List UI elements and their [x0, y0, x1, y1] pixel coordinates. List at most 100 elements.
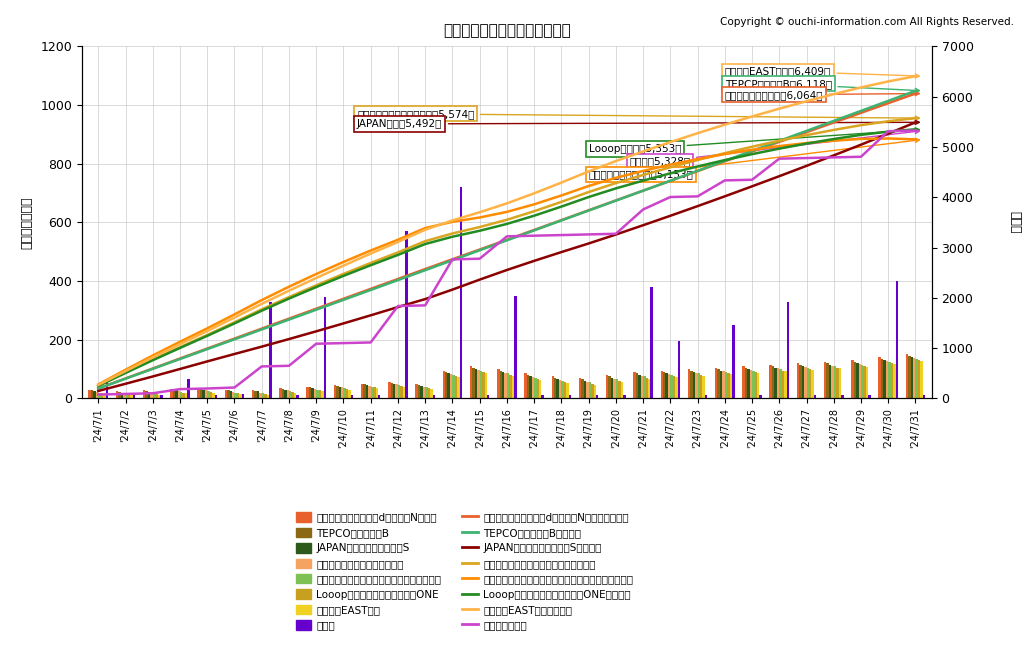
TEPCO：従量電灯B（累積）: [855, 107, 867, 115]
Bar: [257, 391, 259, 398]
Bar: [884, 361, 886, 398]
TEPCO：従量電灯B（累積）: [228, 335, 241, 343]
TEPCO：従量電灯B（累積）: [555, 216, 567, 224]
シン・エナジー：きほんプラン（累積）: [583, 188, 595, 196]
Looopでんき：スマートタイムONE（累積）: [665, 169, 677, 177]
Y-axis label: 電気料金［円］: 電気料金［円］: [20, 196, 34, 249]
タダ電（累積）: [501, 232, 513, 240]
TEPCO：従量電灯B（累積）: [310, 305, 323, 313]
Text: Looopでんき：5,353円: Looopでんき：5,353円: [589, 127, 920, 154]
タダ電（累積）: [773, 155, 785, 163]
Bar: [173, 390, 175, 398]
Bar: [755, 372, 757, 398]
Bar: [187, 379, 189, 398]
Bar: [416, 384, 418, 398]
JAPAN電力：くらしプランS（累積）: [174, 365, 186, 373]
Bar: [343, 388, 346, 398]
Bar: [529, 376, 531, 398]
シン・エナジー：【夜】生活フィットプラン（累積）: [609, 174, 622, 182]
よかエネEAST電灯（累積）: [773, 105, 785, 113]
シン・エナジー：きほんプラン（累積）: [392, 248, 404, 256]
よかエネEAST電灯（累積）: [337, 262, 349, 270]
シン・エナジー：きほんプラン（累積）: [719, 149, 731, 157]
シン・エナジー：【夜】生活フィットプラン（累積）: [337, 258, 349, 266]
Bar: [254, 391, 257, 398]
Bar: [180, 392, 182, 398]
JAPAN電力：くらしプランS（累積）: [392, 303, 404, 311]
Bar: [470, 366, 472, 398]
Bar: [851, 361, 854, 398]
JAPAN電力：くらしプランS（累積）: [446, 286, 459, 293]
TEPCO：従量電灯B（累積）: [365, 286, 377, 294]
Bar: [423, 386, 425, 398]
Bar: [715, 368, 718, 398]
Bar: [564, 382, 566, 398]
TEPCO：従量電灯B（累積）: [337, 296, 349, 304]
よかエネEAST電灯（累積）: [501, 199, 513, 207]
Bar: [624, 396, 626, 398]
JAPAN電力：くらしプランS（累積）: [609, 230, 622, 238]
シン・エナジー：きほんプラン（累積）: [827, 126, 840, 134]
Bar: [294, 392, 296, 398]
Line: よかエネEAST電灯（累積）: よかエネEAST電灯（累積）: [98, 76, 915, 385]
Bar: [430, 389, 432, 398]
Bar: [428, 388, 430, 398]
Bar: [447, 373, 450, 398]
Bar: [804, 367, 807, 398]
JAPAN電力：くらしプランS（累積）: [256, 343, 268, 351]
Bar: [826, 363, 828, 398]
TEPCO：従量電灯B（累積）: [609, 197, 622, 205]
Bar: [797, 363, 799, 398]
Text: タダ電：5,328円: タダ電：5,328円: [630, 129, 920, 167]
JAPAN電力：くらしプランS（累積）: [855, 141, 867, 149]
シン・エナジー：【夜】生活フィットプラン（累積）: [555, 191, 567, 199]
Bar: [324, 297, 326, 398]
Bar: [160, 396, 163, 398]
Bar: [633, 372, 636, 398]
タダ電（累積）: [446, 256, 459, 264]
JAPAN電力：くらしプランS（累積）: [473, 276, 485, 284]
九電みらいエナジー：dポイントNプラン（累積）: [446, 255, 459, 263]
TEPCO：従量電灯B（累積）: [120, 374, 132, 382]
TEPCO：従量電灯B（累積）: [446, 256, 459, 264]
Bar: [671, 375, 673, 398]
TEPCO：従量電灯B（累積）: [909, 87, 922, 95]
TEPCO：従量電灯B（累積）: [201, 345, 213, 353]
JAPAN電力：くらしプランS（累積）: [773, 172, 785, 180]
TEPCO：従量電灯B（累積）: [773, 137, 785, 145]
シン・エナジー：きほんプラン（累積）: [745, 143, 758, 151]
Text: 九電みらいエナジー：6,064円: 九電みらいエナジー：6,064円: [725, 90, 920, 100]
Bar: [351, 396, 353, 398]
Bar: [91, 390, 93, 398]
Bar: [613, 378, 615, 398]
Bar: [915, 359, 918, 398]
九電みらいエナジー：dポイントNプラン（累積）: [392, 275, 404, 283]
Bar: [373, 387, 376, 398]
Looopでんき：スマートタイムONE（累積）: [555, 203, 567, 210]
Bar: [287, 390, 289, 398]
シン・エナジー：【夜】生活フィットプラン（累積）: [392, 236, 404, 244]
TEPCO：従量電灯B（累積）: [801, 127, 813, 135]
九電みらいエナジー：dポイントNプラン（累積）: [473, 246, 485, 254]
Bar: [621, 382, 624, 398]
よかエネEAST電灯（累積）: [201, 327, 213, 335]
Looopでんき：スマートタイムONE（累積）: [392, 251, 404, 259]
タダ電（累積）: [419, 301, 431, 309]
Bar: [559, 380, 561, 398]
Bar: [266, 395, 269, 398]
Bar: [175, 390, 177, 398]
九電みらいエナジー：dポイントNプラン（累積）: [228, 335, 241, 343]
Bar: [858, 364, 861, 398]
よかエネEAST電灯（累積）: [365, 250, 377, 258]
Bar: [615, 379, 618, 398]
シン・エナジー：きほんプラン（累積）: [882, 118, 894, 125]
タダ電（累積）: [283, 362, 295, 370]
Bar: [227, 390, 229, 398]
Bar: [123, 393, 126, 398]
Bar: [638, 375, 641, 398]
Bar: [772, 366, 774, 398]
Bar: [292, 392, 294, 398]
Bar: [668, 374, 671, 398]
Bar: [814, 396, 816, 398]
シン・エナジー：【夜】生活フィットプラン（累積）: [419, 224, 431, 232]
